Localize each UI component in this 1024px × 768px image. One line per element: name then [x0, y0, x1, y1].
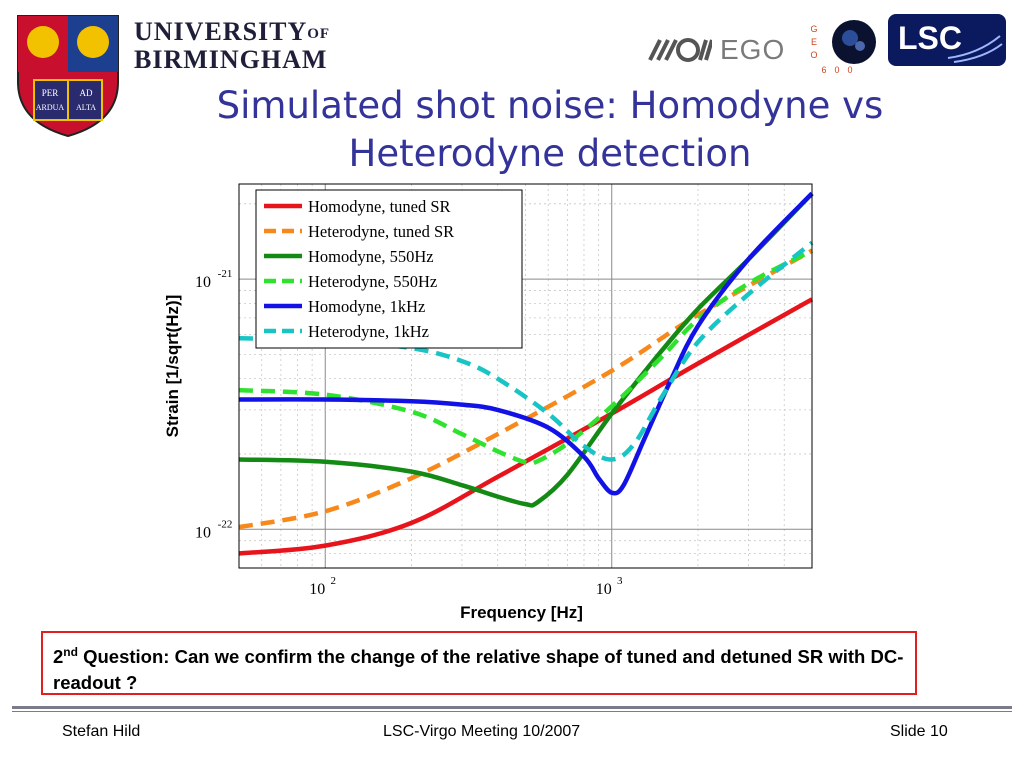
university-line1: UNIVERSITY: [134, 17, 308, 46]
x-axis-label: Frequency [Hz]: [460, 603, 583, 622]
y-axis-label: Strain [1/sqrt(Hz)]: [163, 295, 182, 438]
university-wordmark: UNIVERSITYOF BIRMINGHAM: [134, 18, 330, 74]
footer-meeting: LSC-Virgo Meeting 10/2007: [383, 723, 581, 740]
slide-title: Simulated shot noise: Homodyne vs Hetero…: [120, 82, 980, 178]
geo-letter-e: E: [811, 37, 817, 47]
footer-author: Stefan Hild: [62, 723, 141, 740]
university-line2: BIRMINGHAM: [134, 45, 328, 74]
university-of: OF: [307, 26, 331, 42]
legend-label-4: Homodyne, 1kHz: [308, 297, 425, 316]
university-crest: PER AD ARDUA ALTA: [14, 12, 122, 145]
y-tick-exp-0: -22: [218, 518, 233, 530]
legend-label-5: Heterodyne, 1kHz: [308, 322, 429, 341]
crest-motto-1: PER: [42, 88, 59, 98]
x-tick-label-0: 10: [309, 581, 325, 598]
ego-label: EGO: [720, 34, 786, 65]
legend-label-3: Heterodyne, 550Hz: [308, 272, 437, 291]
chart-svg: Homodyne, tuned SR Heterodyne, tuned SR Ho…: [163, 183, 814, 622]
y-tick-exp-1: -21: [218, 268, 233, 280]
lsc-wave-icon: [947, 35, 1003, 63]
question-number-suffix: nd: [63, 645, 78, 659]
slide-title-line1: Simulated shot noise: Homodyne vs: [216, 84, 884, 127]
question-box: 2nd Question: Can we confirm the change …: [41, 631, 917, 695]
legend-label-0: Homodyne, tuned SR: [308, 197, 451, 216]
slide-title-line2: Heterodyne detection: [348, 132, 752, 175]
y-tick-label-0: 10: [195, 524, 211, 541]
plot-frame: [238, 183, 813, 569]
legend-box: [255, 189, 523, 349]
series-line-3: [238, 248, 814, 466]
series-line-2: [238, 191, 814, 508]
series-line-0: [238, 297, 814, 556]
footer-divider-thick: [12, 706, 1012, 709]
crest-motto-4: ALTA: [76, 103, 96, 112]
footer-slide-number: Slide 10: [890, 723, 948, 740]
crest-motto-3: ARDUA: [36, 103, 65, 112]
question-number: 2: [53, 646, 64, 668]
x-tick-label-1: 10: [596, 581, 612, 598]
legend-label-1: Heterodyne, tuned SR: [308, 222, 454, 241]
geo600-logo: G E O 6 0 0: [804, 18, 884, 78]
lsc-logo: LSC: [888, 14, 1006, 66]
ego-swoosh-icon: [648, 38, 712, 62]
footer-divider-thin: [12, 711, 1012, 712]
x-tick-exp-0: 2: [330, 575, 336, 587]
crest-motto-2: AD: [80, 88, 93, 98]
geo-digit-0b: 0: [847, 65, 852, 75]
series-line-1: [238, 248, 814, 530]
legend-label-2: Homodyne, 550Hz: [308, 247, 434, 266]
geo-letter-o: O: [810, 50, 817, 60]
lsc-label: LSC: [898, 20, 962, 56]
series-line-4: [238, 191, 814, 496]
ego-logo: EGO: [648, 34, 785, 66]
shot-noise-chart: Homodyne, tuned SR Heterodyne, tuned SR Ho…: [150, 178, 830, 628]
geo-digit-6: 6: [821, 65, 826, 75]
geo-letter-g: G: [810, 24, 817, 34]
y-tick-label-1: 10: [195, 274, 211, 291]
geo-digit-0a: 0: [834, 65, 839, 75]
question-text: Question: Can we confirm the change of t…: [53, 646, 904, 694]
x-tick-exp-1: 3: [617, 575, 623, 587]
